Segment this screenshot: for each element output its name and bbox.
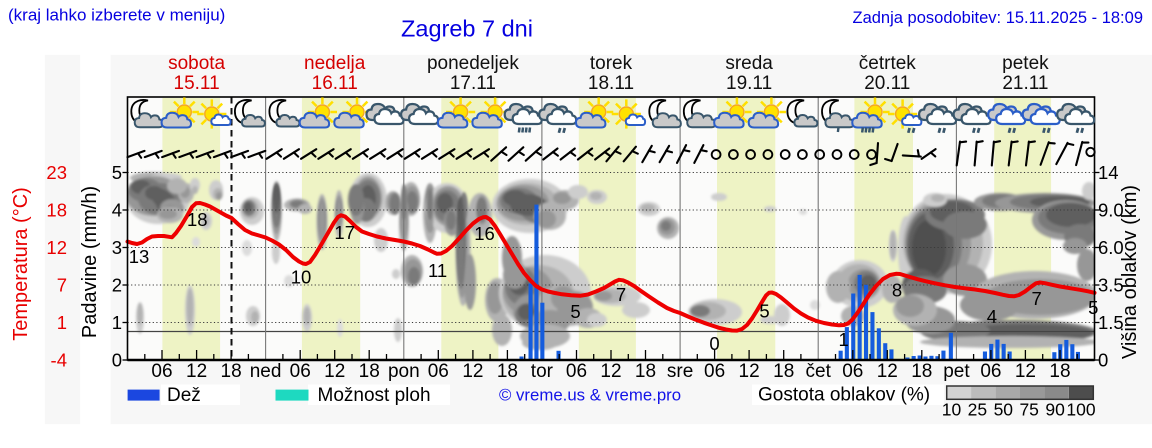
svg-text:06: 06: [704, 361, 725, 382]
svg-text:18.11: 18.11: [588, 73, 634, 94]
svg-text:1: 1: [112, 312, 122, 333]
svg-text:100: 100: [1066, 400, 1095, 420]
svg-text:0: 0: [112, 350, 122, 371]
svg-text:0: 0: [709, 333, 719, 354]
svg-text:16: 16: [474, 223, 495, 244]
svg-text:Temperatura (°C): Temperatura (°C): [10, 187, 32, 341]
svg-text:čet: čet: [806, 361, 832, 382]
svg-text:7: 7: [57, 275, 67, 296]
svg-text:06: 06: [566, 361, 587, 382]
svg-text:3.5: 3.5: [1098, 275, 1124, 296]
svg-text:Dež: Dež: [167, 385, 201, 406]
svg-text:18: 18: [773, 361, 794, 382]
svg-text:5: 5: [759, 301, 769, 322]
svg-text:75: 75: [1019, 400, 1038, 420]
svg-text:10: 10: [291, 267, 312, 288]
svg-text:18: 18: [221, 361, 242, 382]
svg-text:pon: pon: [388, 361, 420, 382]
svg-text:ned: ned: [250, 361, 282, 382]
svg-text:5: 5: [570, 301, 580, 322]
svg-text:90: 90: [1045, 400, 1065, 420]
svg-text:12: 12: [324, 361, 345, 382]
svg-text:18: 18: [46, 200, 67, 221]
svg-text:12: 12: [739, 361, 760, 382]
svg-text:16.11: 16.11: [312, 73, 358, 94]
svg-text:1: 1: [57, 312, 67, 333]
svg-text:Zadnja posodobitev: 15.11.2025: Zadnja posodobitev: 15.11.2025 - 18:09: [853, 9, 1144, 27]
svg-text:18: 18: [359, 361, 380, 382]
svg-text:12: 12: [1015, 361, 1036, 382]
svg-text:21.11: 21.11: [1002, 73, 1048, 94]
svg-text:06: 06: [428, 361, 449, 382]
svg-text:06: 06: [842, 361, 863, 382]
svg-text:pet: pet: [943, 361, 970, 382]
svg-text:5: 5: [1088, 297, 1098, 318]
svg-text:25: 25: [968, 400, 987, 420]
svg-text:1: 1: [838, 329, 848, 350]
svg-text:14: 14: [1098, 162, 1119, 183]
svg-text:15.11: 15.11: [174, 73, 220, 94]
svg-text:18: 18: [497, 361, 518, 382]
svg-text:9.0: 9.0: [1098, 200, 1124, 221]
svg-text:17.11: 17.11: [450, 73, 496, 94]
svg-text:12: 12: [600, 361, 621, 382]
svg-text:(kraj lahko izberete v meniju): (kraj lahko izberete v meniju): [8, 6, 225, 25]
svg-text:Možnost ploh: Možnost ploh: [318, 385, 431, 406]
svg-text:23: 23: [46, 162, 67, 183]
svg-text:50: 50: [994, 400, 1014, 420]
svg-text:5: 5: [112, 162, 122, 183]
svg-text:Višina oblakov (km): Višina oblakov (km): [1119, 185, 1141, 359]
svg-text:7: 7: [1031, 288, 1041, 309]
svg-text:sre: sre: [667, 361, 693, 382]
svg-text:sobota: sobota: [168, 53, 225, 74]
svg-text:0: 0: [1098, 350, 1108, 371]
svg-text:3: 3: [112, 237, 122, 258]
svg-text:18: 18: [635, 361, 656, 382]
svg-text:4: 4: [987, 306, 997, 327]
svg-text:četrtek: četrtek: [859, 53, 917, 74]
svg-text:petek: petek: [1002, 53, 1049, 74]
svg-text:18: 18: [187, 209, 208, 230]
svg-text:7: 7: [616, 284, 626, 305]
svg-text:tor: tor: [531, 361, 554, 382]
svg-text:Zagreb 7 dni: Zagreb 7 dni: [401, 16, 533, 42]
svg-text:4: 4: [112, 200, 122, 221]
svg-text:8: 8: [892, 280, 902, 301]
svg-text:-4: -4: [51, 350, 67, 371]
svg-text:12: 12: [462, 361, 483, 382]
svg-text:Padavine (mm/h): Padavine (mm/h): [79, 186, 101, 338]
svg-text:06: 06: [980, 361, 1001, 382]
svg-text:13: 13: [129, 246, 150, 267]
svg-text:06: 06: [290, 361, 311, 382]
svg-text:ponedeljek: ponedeljek: [427, 53, 519, 74]
svg-text:6.0: 6.0: [1098, 237, 1124, 258]
svg-text:2: 2: [112, 275, 122, 296]
svg-text:06: 06: [151, 361, 172, 382]
svg-text:12: 12: [877, 361, 898, 382]
svg-text:12: 12: [46, 237, 67, 258]
svg-text:11: 11: [428, 260, 447, 281]
svg-text:10: 10: [942, 400, 962, 420]
svg-text:18: 18: [911, 361, 932, 382]
svg-text:1.5: 1.5: [1098, 312, 1124, 333]
svg-text:20.11: 20.11: [864, 73, 910, 94]
svg-text:17: 17: [334, 222, 355, 243]
svg-text:© vreme.us & vreme.pro: © vreme.us & vreme.pro: [499, 385, 681, 404]
svg-text:sreda: sreda: [725, 53, 773, 74]
svg-text:19.11: 19.11: [726, 73, 772, 94]
svg-text:12: 12: [186, 361, 207, 382]
svg-text:18: 18: [1049, 361, 1070, 382]
svg-text:nedelja: nedelja: [304, 53, 366, 74]
svg-text:torek: torek: [590, 53, 633, 74]
svg-text:Gostota oblakov (%): Gostota oblakov (%): [758, 385, 930, 406]
